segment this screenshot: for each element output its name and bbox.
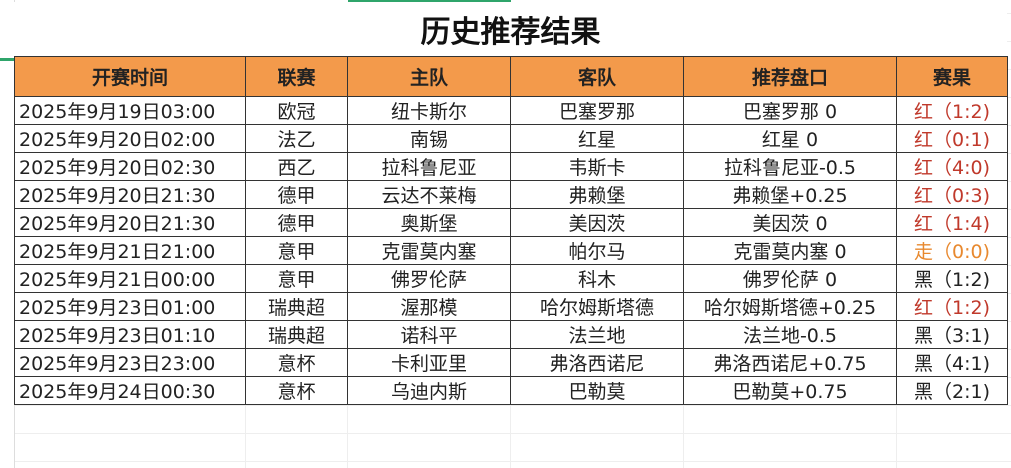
table-row: 2025年9月19日03:00 欧冠 纽卡斯尔 巴塞罗那 巴塞罗那 0 红（1:2) [14,96,1008,125]
cell-time[interactable]: 2025年9月21日00:00 [14,264,246,293]
cell-result[interactable]: 红（1:4) [896,208,1008,237]
selected-column-indicator [348,0,511,2]
cell-pick[interactable]: 佛罗伦萨 0 [683,264,897,293]
cell-result[interactable]: 黑（2:1) [896,376,1008,405]
header-pick[interactable]: 推荐盘口 [683,56,897,97]
cell-away[interactable]: 弗赖堡 [510,180,684,209]
cell-league[interactable]: 法乙 [245,124,348,153]
cell-home[interactable]: 卡利亚里 [347,348,511,377]
table-row: 2025年9月20日21:30 德甲 云达不莱梅 弗赖堡 弗赖堡+0.25 红（0:3) [14,180,1008,209]
cell-away[interactable]: 美因茨 [510,208,684,237]
cell-league[interactable]: 瑞典超 [245,320,348,349]
cell-home[interactable]: 乌迪内斯 [347,376,511,405]
cell-result[interactable]: 黑（3:1) [896,320,1008,349]
cell-pick[interactable]: 哈尔姆斯塔德+0.25 [683,292,897,321]
header-row: 开赛时间 联赛 主队 客队 推荐盘口 赛果 [14,56,1008,97]
cell-home[interactable]: 奥斯堡 [347,208,511,237]
table-row: 2025年9月21日00:00 意甲 佛罗伦萨 科木 佛罗伦萨 0 黑（1:2) [14,264,1008,293]
cell-time[interactable]: 2025年9月23日01:10 [14,320,246,349]
cell-time[interactable]: 2025年9月20日21:30 [14,208,246,237]
cell-time[interactable]: 2025年9月21日21:00 [14,236,246,265]
cell-time[interactable]: 2025年9月23日01:00 [14,292,246,321]
header-time[interactable]: 开赛时间 [14,56,246,97]
table-row: 2025年9月20日02:30 西乙 拉科鲁尼亚 韦斯卡 拉科鲁尼亚-0.5 红（4:0) [14,152,1008,181]
header-league[interactable]: 联赛 [245,56,348,97]
table-row: 2025年9月20日02:00 法乙 南锡 红星 红星 0 红（0:1) [14,124,1008,153]
cell-pick[interactable]: 法兰地-0.5 [683,320,897,349]
cell-time[interactable]: 2025年9月20日21:30 [14,180,246,209]
cell-league[interactable]: 意甲 [245,264,348,293]
row-header-gutter [0,0,15,468]
table-row: 2025年9月20日21:30 德甲 奥斯堡 美因茨 美因茨 0 红（1:4) [14,208,1008,237]
cell-league[interactable]: 意杯 [245,348,348,377]
cell-away[interactable]: 科木 [510,264,684,293]
results-table: 开赛时间 联赛 主队 客队 推荐盘口 赛果 2025年9月19日03:00 欧冠纽… [14,56,1008,405]
gridline [896,405,897,468]
cell-away[interactable]: 帕尔马 [510,236,684,265]
cell-time[interactable]: 2025年9月23日23:00 [14,348,246,377]
gridline [683,405,684,468]
table-row: 2025年9月21日21:00 意甲 克雷莫内塞 帕尔马 克雷莫内塞 0 走（0:0) [14,236,1008,265]
cell-away[interactable]: 巴塞罗那 [510,96,684,125]
cell-result[interactable]: 红（0:1) [896,124,1008,153]
table-row: 2025年9月23日23:00 意杯 卡利亚里 弗洛西诺尼 弗洛西诺尼+0.75 黑（4:… [14,348,1008,377]
cell-away[interactable]: 法兰地 [510,320,684,349]
cell-away[interactable]: 哈尔姆斯塔德 [510,292,684,321]
cell-result[interactable]: 黑（4:1) [896,348,1008,377]
cell-home[interactable]: 诺科平 [347,320,511,349]
cell-league[interactable]: 德甲 [245,180,348,209]
cell-home[interactable]: 纽卡斯尔 [347,96,511,125]
cell-time[interactable]: 2025年9月24日00:30 [14,376,246,405]
cell-league[interactable]: 意杯 [245,376,348,405]
header-home[interactable]: 主队 [347,56,511,97]
cell-result[interactable]: 走（0:0) [896,236,1008,265]
cell-pick[interactable]: 拉科鲁尼亚-0.5 [683,152,897,181]
cell-pick[interactable]: 红星 0 [683,124,897,153]
selected-row-indicator [0,58,14,61]
cell-home[interactable]: 南锡 [347,124,511,153]
cell-time[interactable]: 2025年9月20日02:00 [14,124,246,153]
cell-away[interactable]: 巴勒莫 [510,376,684,405]
cell-pick[interactable]: 弗洛西诺尼+0.75 [683,348,897,377]
cell-result[interactable]: 红（4:0) [896,152,1008,181]
cell-result[interactable]: 红（0:3) [896,180,1008,209]
cell-league[interactable]: 瑞典超 [245,292,348,321]
cell-time[interactable]: 2025年9月20日02:30 [14,152,246,181]
cell-result[interactable]: 黑（1:2) [896,264,1008,293]
cell-away[interactable]: 红星 [510,124,684,153]
cell-home[interactable]: 拉科鲁尼亚 [347,152,511,181]
table-row: 2025年9月23日01:10 瑞典超 诺科平 法兰地 法兰地-0.5 黑（3:1) [14,320,1008,349]
cell-away[interactable]: 韦斯卡 [510,152,684,181]
cell-home[interactable]: 克雷莫内塞 [347,236,511,265]
cell-league[interactable]: 德甲 [245,208,348,237]
cell-league[interactable]: 意甲 [245,236,348,265]
table-row: 2025年9月24日00:30 意杯 乌迪内斯 巴勒莫 巴勒莫+0.75 黑（2:1) [14,376,1008,405]
header-result[interactable]: 赛果 [896,56,1008,97]
cell-home[interactable]: 佛罗伦萨 [347,264,511,293]
table-row: 2025年9月23日01:00 瑞典超 渥那模 哈尔姆斯塔德 哈尔姆斯塔德+0.25 红（… [14,292,1008,321]
header-away[interactable]: 客队 [510,56,684,97]
gridline [347,405,348,468]
cell-pick[interactable]: 美因茨 0 [683,208,897,237]
cell-pick[interactable]: 弗赖堡+0.25 [683,180,897,209]
cell-pick[interactable]: 巴勒莫+0.75 [683,376,897,405]
cell-pick[interactable]: 克雷莫内塞 0 [683,236,897,265]
cell-home[interactable]: 云达不莱梅 [347,180,511,209]
cell-pick[interactable]: 巴塞罗那 0 [683,96,897,125]
cell-league[interactable]: 欧冠 [245,96,348,125]
gridline [245,405,246,468]
cell-time[interactable]: 2025年9月19日03:00 [14,96,246,125]
gridline [510,405,511,468]
cell-home[interactable]: 渥那模 [347,292,511,321]
cell-result[interactable]: 红（1:2) [896,96,1008,125]
sheet-title[interactable]: 历史推荐结果 [14,2,1007,56]
cell-league[interactable]: 西乙 [245,152,348,181]
cell-result[interactable]: 红（1:2) [896,292,1008,321]
cell-away[interactable]: 弗洛西诺尼 [510,348,684,377]
